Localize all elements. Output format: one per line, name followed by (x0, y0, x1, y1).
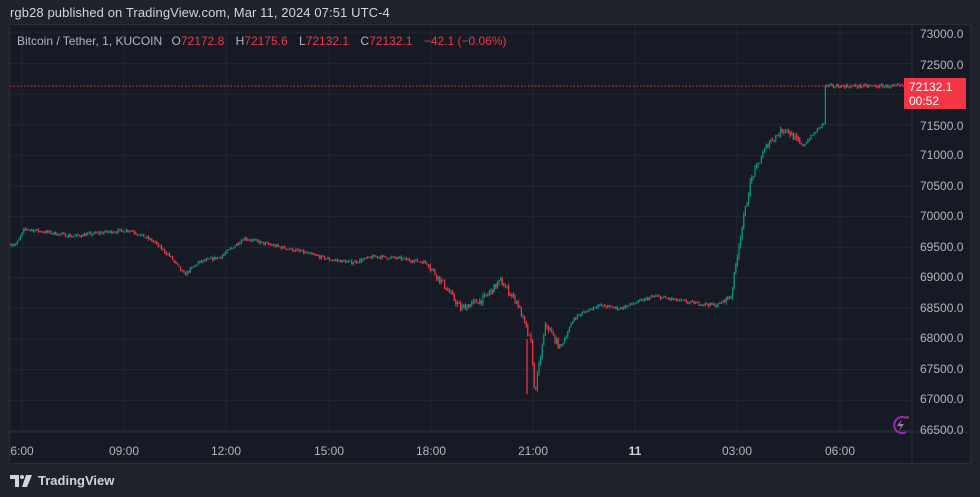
y-tick: 72500.0 (920, 58, 964, 72)
bar-countdown: 00:52 (909, 94, 940, 108)
y-tick: 69000.0 (920, 270, 964, 284)
x-tick: 18:00 (415, 444, 447, 458)
x-tick: 15:00 (313, 444, 345, 458)
low-value: 72132.1 (305, 34, 350, 48)
y-tick: 68000.0 (920, 331, 964, 345)
x-tick-day: 11 (628, 444, 642, 458)
symbol-name[interactable]: Bitcoin / Tether, 1, KUCOIN (17, 34, 163, 48)
lightning-alert-icon[interactable] (891, 414, 911, 436)
high-value: 72175.6 (244, 34, 288, 48)
y-tick: 71000.0 (920, 148, 964, 162)
x-tick: 21:00 (517, 444, 549, 458)
y-tick: 71500.0 (920, 119, 964, 133)
x-tick: 12:00 (210, 444, 242, 458)
tradingview-logo[interactable]: TradingView (10, 473, 114, 488)
y-tick: 66500.0 (920, 423, 964, 437)
change-value: −42.1 (−0.06%) (423, 34, 507, 48)
y-tick: 67500.0 (920, 362, 964, 376)
y-tick: 69500.0 (920, 240, 964, 254)
open-label: O (171, 34, 181, 48)
y-tick: 67000.0 (920, 392, 964, 406)
y-tick: 70500.0 (920, 179, 964, 193)
high-label: H (235, 34, 245, 48)
chart-pane[interactable] (9, 24, 971, 464)
low-label: L (299, 34, 306, 48)
brand-name: TradingView (38, 473, 115, 488)
close-value: 72132.1 (369, 34, 413, 48)
y-tick: 73000.0 (920, 27, 964, 41)
y-tick: 68500.0 (920, 301, 964, 315)
last-price: 72132.1 (909, 80, 953, 94)
x-tick: 06:00 (824, 444, 856, 458)
tradingview-logo-icon (10, 474, 32, 487)
x-tick: 6:00 (10, 444, 34, 458)
symbol-legend: Bitcoin / Tether, 1, KUCOIN O72172.8 H72… (17, 34, 507, 48)
x-tick: 09:00 (108, 444, 140, 458)
y-tick: 70000.0 (920, 209, 964, 223)
last-price-tag: 72132.1 00:52 (904, 78, 966, 109)
x-tick: 03:00 (721, 444, 753, 458)
close-label: C (360, 34, 370, 48)
open-value: 72172.8 (180, 34, 225, 48)
publisher-caption: rgb28 published on TradingView.com, Mar … (10, 5, 390, 20)
